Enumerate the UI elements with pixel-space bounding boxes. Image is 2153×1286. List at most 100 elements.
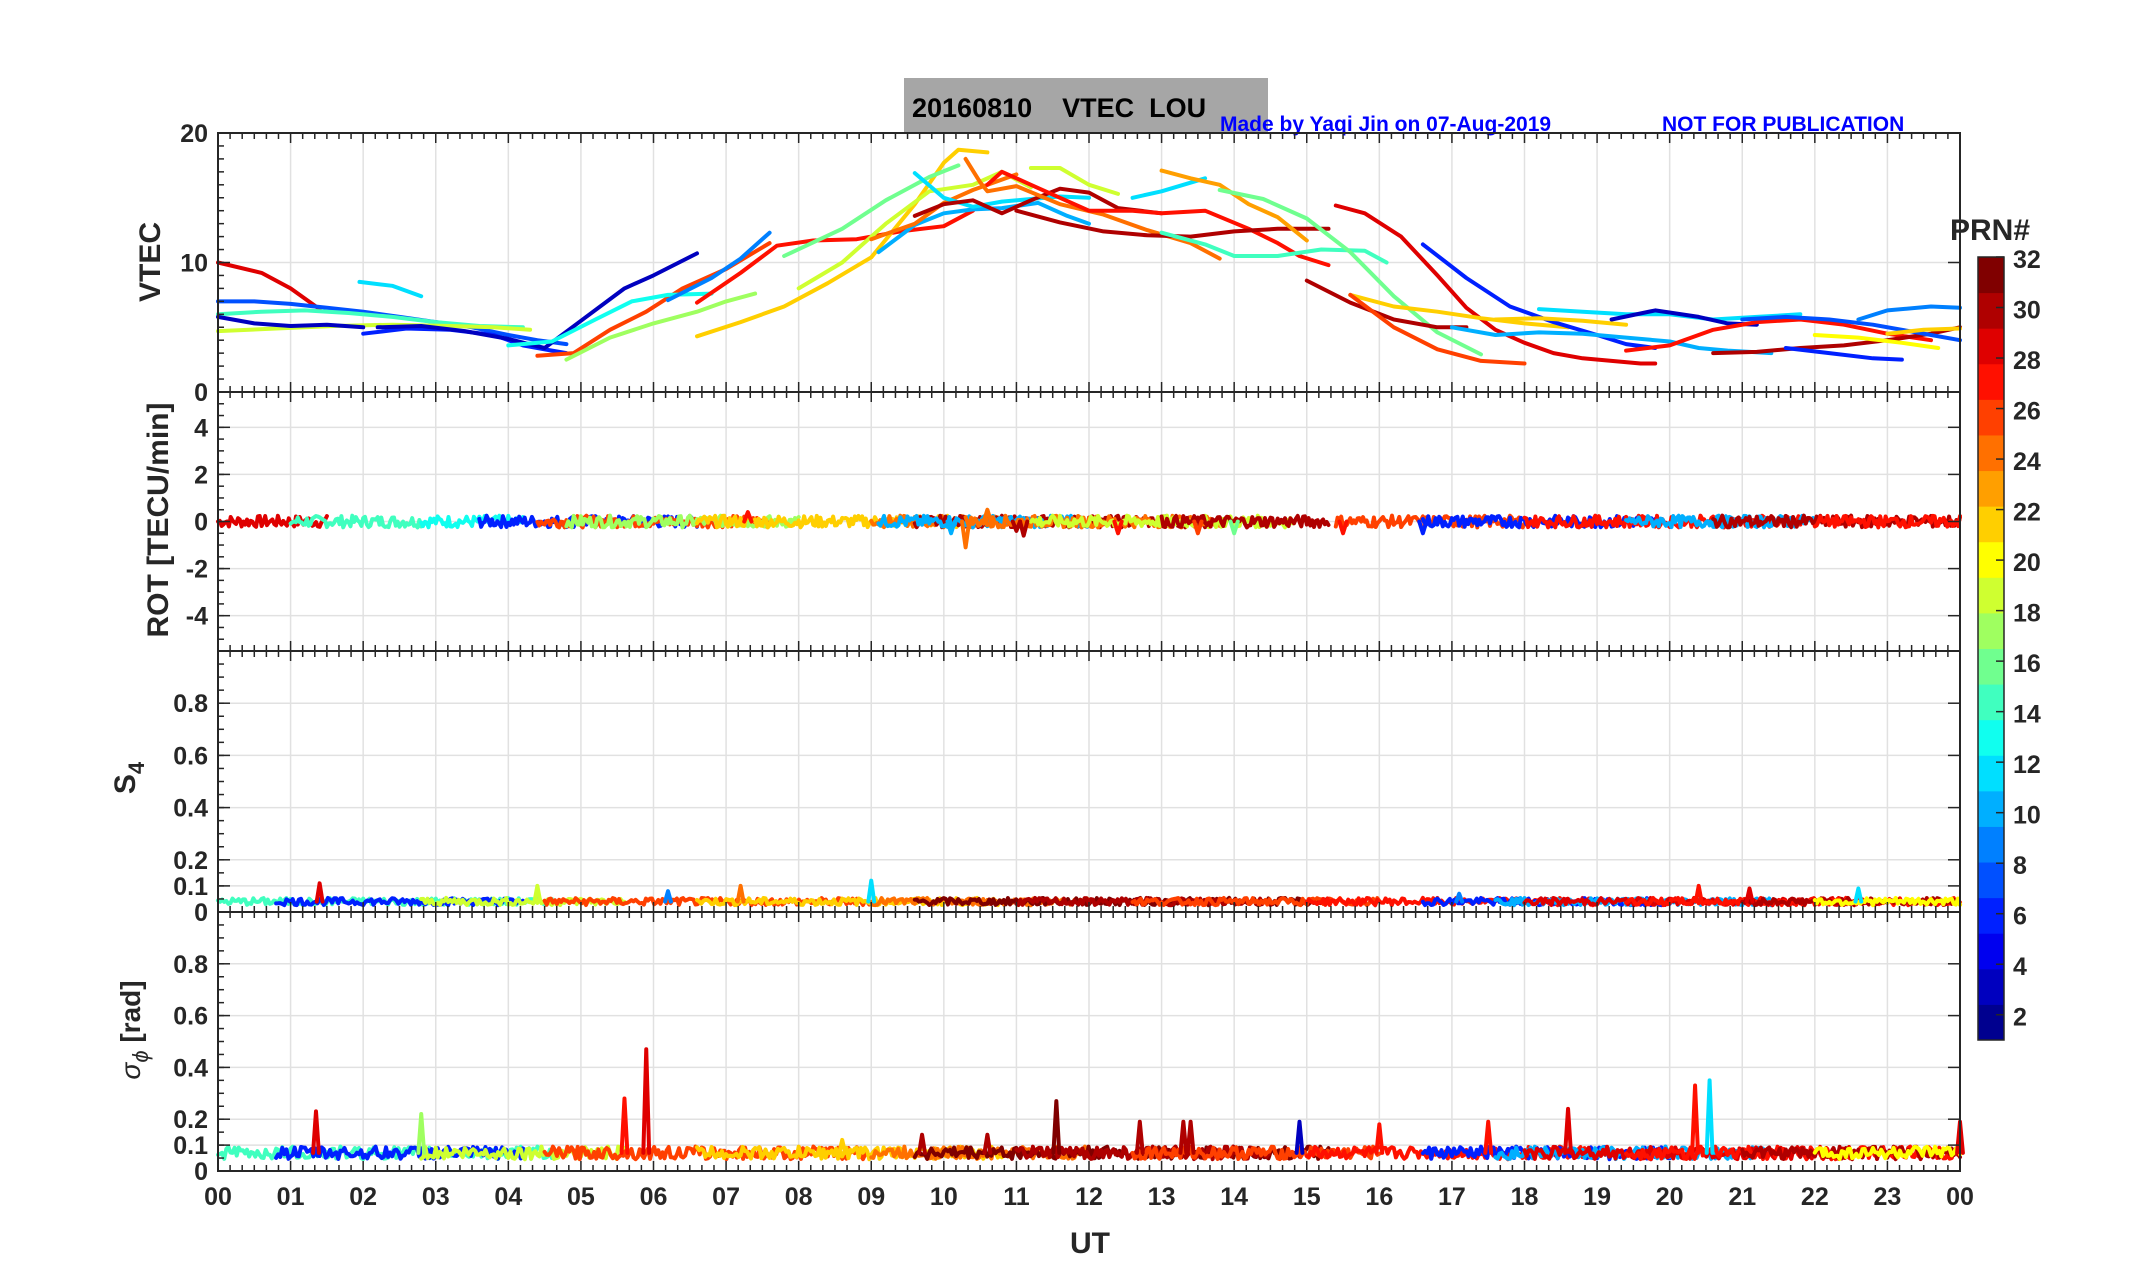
x-tick-label: 13 (1148, 1183, 1176, 1211)
colorbar-tick-label: 26 (2013, 398, 2041, 426)
sig-spike (837, 1137, 848, 1155)
colorbar-tick-label: 4 (2013, 953, 2027, 981)
vtec-series-prn-28 (985, 169, 1331, 268)
rot-series-prn-31 (1159, 513, 1331, 530)
colorbar-tick-label: 24 (2013, 448, 2041, 476)
rot-panel: -4 -2 0 2 4 (186, 391, 1962, 652)
colorbar-swatch (1978, 968, 2004, 1005)
plot-title: 20160810 VTEC LOU (912, 93, 1206, 123)
sigma-ylabel-sub: ϕ (128, 1050, 153, 1062)
s4-spike (314, 881, 325, 904)
y-tick-label: 0.1 (173, 873, 208, 901)
x-tick-label: 02 (349, 1183, 377, 1211)
rot-spike (1192, 519, 1204, 536)
sig-spike (917, 1132, 927, 1155)
s4-spike (866, 878, 877, 904)
y-tick-label: 0.6 (173, 1003, 208, 1031)
colorbar-swatch (1978, 826, 2004, 863)
colorbar-swatch (1978, 506, 2004, 543)
s4-spike (735, 883, 746, 904)
vtec-series-prn-3 (375, 251, 699, 350)
rot-spike (1337, 519, 1349, 536)
x-tick-label: 12 (1075, 1183, 1103, 1211)
sig-spike (416, 1112, 427, 1155)
y-tick-label: 10 (180, 250, 208, 278)
colorbar-swatch (1978, 328, 2004, 365)
vtec-series-prn-20 (1812, 333, 1941, 350)
colorbar-tick-label: 32 (2013, 246, 2041, 274)
sig-data (216, 1047, 1965, 1162)
colorbar-tick-label: 12 (2013, 751, 2041, 779)
colorbar-tick-label: 6 (2013, 903, 2027, 931)
vtec-series-prn-31 (1304, 278, 1469, 330)
vtec-series-prn-18 (1028, 166, 1120, 196)
y-tick-label: 0 (194, 899, 208, 927)
colorbar-tick-label: 22 (2013, 499, 2041, 527)
y-tick-label: 0.4 (173, 795, 208, 823)
sig-spike (311, 1109, 321, 1155)
s4-ylabel: S4 (109, 761, 149, 794)
x-tick-label: 01 (277, 1183, 305, 1211)
rot-series-prn-15 (288, 513, 424, 530)
vtec-series-prn-30 (912, 186, 1164, 218)
sig-spike (1483, 1119, 1494, 1155)
x-tick-label: 15 (1293, 1183, 1321, 1211)
x-tick-label: 14 (1220, 1183, 1248, 1211)
sig-spike (982, 1132, 993, 1155)
vtec-data (216, 147, 1962, 366)
rot-data (216, 507, 1962, 550)
s4-panel: 00.10.2 0.4 0.6 0.8 (173, 650, 1962, 927)
rot-spike (981, 507, 994, 524)
x-tick-label: 21 (1728, 1183, 1756, 1211)
svg-text:σϕ [rad]: σϕ [rad] (115, 980, 153, 1079)
sig-series-prn-19 (419, 1144, 627, 1162)
x-tick-label: 17 (1438, 1183, 1466, 1211)
rot-spike (1112, 519, 1124, 536)
colorbar-tick-label: 20 (2013, 549, 2041, 577)
sig-spike (1690, 1083, 1700, 1155)
y-tick-label: 0.2 (173, 847, 208, 875)
colorbar-swatch (1978, 862, 2004, 899)
rot-spike (1018, 519, 1030, 538)
x-tick-label: 08 (785, 1183, 813, 1211)
colorbar-title: PRN# (1950, 214, 2030, 247)
y-tick-label: 0 (194, 509, 208, 537)
rot-spike (1417, 519, 1429, 536)
s4-spike (1853, 886, 1864, 904)
sig-spike (1134, 1119, 1145, 1155)
vtec-series-prn-17 (564, 291, 758, 362)
x-tick-label: 16 (1365, 1183, 1393, 1211)
s4-spike (1744, 886, 1755, 904)
s4-spike (532, 883, 543, 904)
x-tick-label: 19 (1583, 1183, 1611, 1211)
sig-spike (1051, 1099, 1062, 1155)
sig-spike (1563, 1106, 1573, 1155)
vtec-series-prn-22 (1348, 292, 1570, 330)
y-tick-label: 0.4 (173, 1054, 208, 1082)
s4-spike (1454, 891, 1465, 904)
sig-spike (1294, 1119, 1305, 1155)
credit-text: Made by Yaqi Jin on 07-Aug-2019 (1220, 113, 1551, 136)
s4-spike (663, 889, 673, 904)
s4-ylabel-main: S (109, 774, 142, 794)
colorbar-swatch (1978, 897, 2004, 934)
s4-data (216, 878, 1962, 908)
vtec-series-prn-5 (1783, 346, 1904, 362)
x-tick-label: 00 (1946, 1183, 1974, 1211)
vtec-series-prn-29 (1333, 203, 1658, 366)
colorbar-swatch (1978, 719, 2004, 756)
title-box (904, 78, 1268, 132)
sig-spike (619, 1096, 630, 1155)
vtec-series-prn-2 (216, 314, 366, 330)
disclaimer-text: NOT FOR PUBLICATION (1662, 113, 1904, 136)
colorbar-tick-label: 28 (2013, 347, 2041, 375)
x-tick-label: 09 (857, 1183, 885, 1211)
vtec-ylabel: VTEC (134, 222, 167, 302)
colorbar-swatch (1978, 933, 2004, 970)
y-tick-label: -2 (186, 556, 208, 584)
sigma-ylabel-unit: [rad] (115, 980, 146, 1050)
sig-spike (1178, 1119, 1189, 1155)
colorbar-swatch (1978, 434, 2004, 472)
